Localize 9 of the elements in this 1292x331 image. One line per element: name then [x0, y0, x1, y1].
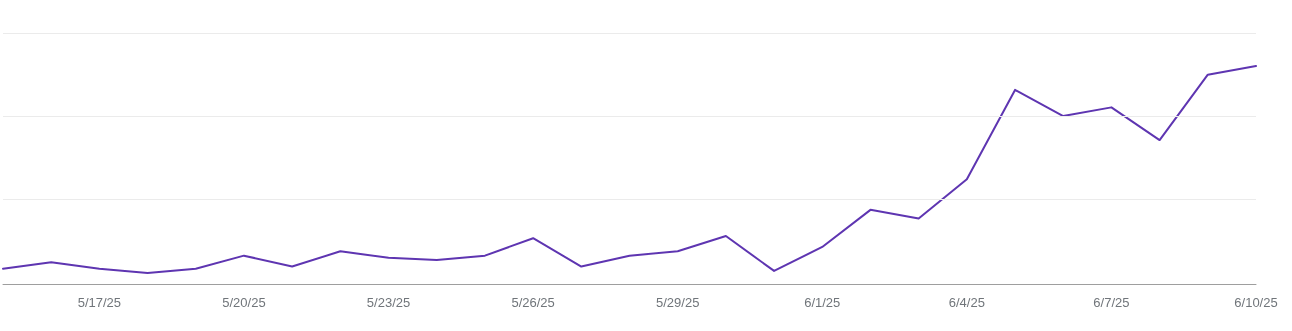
x-tick-label: 6/7/25 [1093, 295, 1130, 310]
x-tick-label: 5/20/25 [222, 295, 266, 310]
x-tick-label: 6/10/25 [1234, 295, 1278, 310]
x-tick-label: 5/23/25 [366, 295, 411, 310]
x-tick-label: 5/29/25 [656, 295, 700, 310]
x-tick-label: 6/1/25 [804, 295, 841, 310]
x-tick-label: 5/26/25 [511, 295, 555, 310]
x-tick-label: 5/17/25 [77, 295, 122, 310]
x-tick-label: 6/4/25 [948, 295, 985, 310]
